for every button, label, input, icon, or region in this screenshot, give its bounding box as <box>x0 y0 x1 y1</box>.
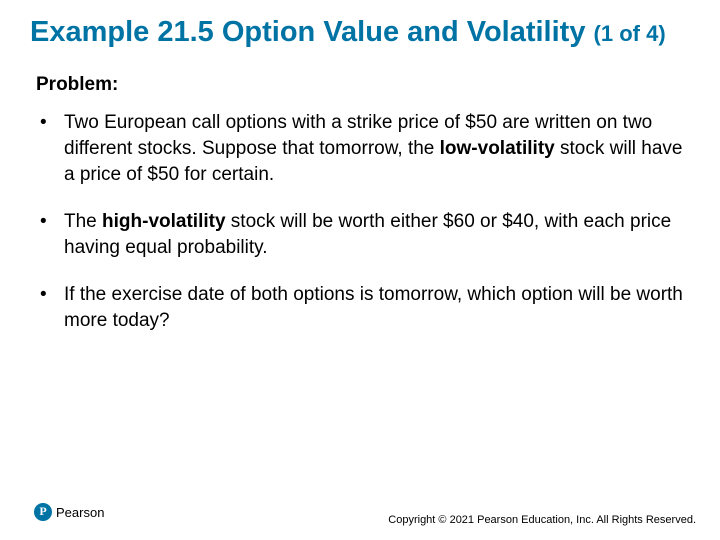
slide-container: Example 21.5 Option Value and Volatility… <box>0 0 720 540</box>
bullet-text-bold: high-volatility <box>102 211 226 232</box>
footer: Pearson Copyright © 2021 Pearson Educati… <box>0 503 720 526</box>
slide-title: Example 21.5 Option Value and Volatility… <box>30 14 690 50</box>
pearson-brand-text: Pearson <box>56 505 104 520</box>
list-item: The high-volatility stock will be worth … <box>60 209 684 260</box>
pearson-logo: Pearson <box>34 503 104 521</box>
pearson-p-icon <box>34 503 52 521</box>
title-part: (1 of 4) <box>594 21 666 46</box>
list-item: If the exercise date of both options is … <box>60 282 684 333</box>
copyright-text: Copyright © 2021 Pearson Education, Inc.… <box>388 514 696 526</box>
problem-label: Problem: <box>0 56 720 100</box>
list-item: Two European call options with a strike … <box>60 110 684 187</box>
bullet-list: Two European call options with a strike … <box>36 110 684 333</box>
title-main: Example 21.5 Option Value and Volatility <box>30 16 585 48</box>
bullet-text-pre: The <box>64 211 102 232</box>
title-block: Example 21.5 Option Value and Volatility… <box>0 0 720 56</box>
bullet-text-bold: low-volatility <box>440 138 555 159</box>
bullet-text-pre: If the exercise date of both options is … <box>64 284 683 331</box>
